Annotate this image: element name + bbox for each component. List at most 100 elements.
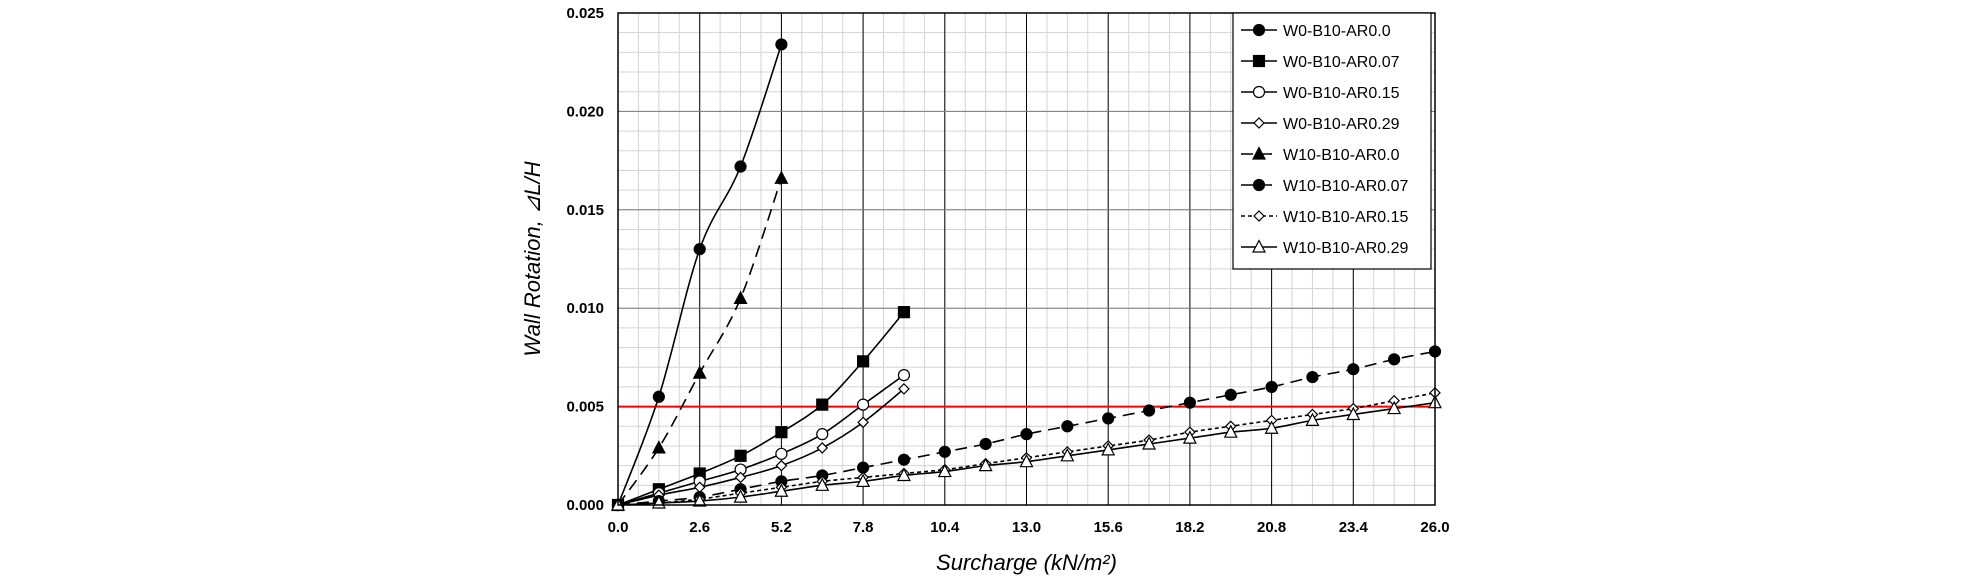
data-point <box>897 369 911 382</box>
legend-marker <box>1252 54 1266 68</box>
legend-marker <box>1253 117 1265 129</box>
series-W0-B10-AR0.15 <box>611 369 911 512</box>
data-point <box>775 447 788 460</box>
data-point <box>1346 406 1361 421</box>
legend-marker <box>1252 85 1266 99</box>
legend-label: W10-B10-AR0.15 <box>1283 209 1408 226</box>
data-point <box>1347 363 1360 376</box>
data-point <box>733 290 748 304</box>
x-tick-label: 2.6 <box>689 519 710 536</box>
legend-entry: W0-B10-AR0.15 <box>1241 85 1400 102</box>
data-point <box>734 449 747 462</box>
y-tick-label: 0.025 <box>566 5 604 22</box>
data-point <box>692 365 707 379</box>
y-tick-label: 0.010 <box>566 300 604 317</box>
data-point <box>937 463 952 478</box>
data-point <box>1142 404 1156 417</box>
data-point <box>1264 420 1279 434</box>
data-point <box>774 483 789 497</box>
x-tick-label: 0.0 <box>608 519 629 536</box>
data-point <box>896 467 911 482</box>
legend-label: W10-B10-AR0.29 <box>1283 240 1408 257</box>
data-point <box>1102 412 1115 425</box>
x-tick-label: 10.4 <box>930 519 960 536</box>
data-point <box>775 426 788 439</box>
x-tick-label: 7.8 <box>853 519 874 536</box>
data-point <box>856 473 871 487</box>
data-point <box>856 355 870 368</box>
x-tick-label: 13.0 <box>1012 519 1041 536</box>
data-point <box>816 398 829 411</box>
legend-entry: W10-B10-AR0.07 <box>1241 178 1408 195</box>
legend-label: W0-B10-AR0.0 <box>1283 23 1391 40</box>
x-tick-label: 26.0 <box>1420 519 1449 536</box>
legend-entry: W10-B10-AR0.0 <box>1241 146 1400 164</box>
x-tick-label: 5.2 <box>771 519 792 536</box>
data-point <box>693 243 706 256</box>
data-point <box>978 457 993 472</box>
data-point <box>816 428 829 441</box>
legend-label: W0-B10-AR0.07 <box>1283 54 1400 71</box>
data-point <box>816 442 829 454</box>
legend-marker <box>1252 239 1266 253</box>
data-point <box>1060 448 1075 462</box>
data-point <box>734 160 747 173</box>
x-tick-label: 23.4 <box>1339 519 1369 536</box>
legend-label: W0-B10-AR0.29 <box>1283 116 1400 133</box>
y-tick-label: 0.000 <box>566 497 604 514</box>
x-tick-label: 20.8 <box>1257 519 1286 536</box>
data-point <box>856 398 870 411</box>
legend-marker <box>1253 210 1265 222</box>
data-point <box>734 471 747 484</box>
data-point <box>775 459 788 472</box>
series-line <box>617 350 1436 506</box>
data-point <box>692 493 707 507</box>
data-point <box>1388 353 1401 366</box>
x-axis-title: Surcharge (kN/m²) <box>936 550 1117 575</box>
series-group <box>611 38 1442 512</box>
legend-entry: W10-B10-AR0.29 <box>1241 239 1408 257</box>
legend-entry: W0-B10-AR0.29 <box>1241 116 1400 133</box>
series-W10-B10-AR0.29 <box>611 394 1442 511</box>
y-tick-label: 0.015 <box>566 202 604 219</box>
y-axis-title: Wall Rotation, ⊿L/H <box>520 161 545 356</box>
plot-frame <box>617 12 1436 506</box>
legend-label: W10-B10-AR0.0 <box>1283 147 1400 164</box>
data-point <box>775 38 788 51</box>
x-tick-label: 15.6 <box>1094 519 1123 536</box>
legend-entry: W0-B10-AR0.07 <box>1241 54 1400 71</box>
data-point <box>1142 436 1157 450</box>
data-point <box>1061 420 1074 433</box>
y-axis-ticks: 0.000 0.005 0.010 0.015 0.020 0.025 <box>566 5 604 514</box>
data-point <box>1182 430 1197 444</box>
data-point <box>938 445 951 458</box>
data-point <box>1223 424 1238 438</box>
data-point <box>815 477 830 491</box>
y-tick-label: 0.020 <box>566 103 604 120</box>
data-point <box>1183 396 1197 409</box>
legend-box <box>1232 12 1432 270</box>
data-point <box>1265 380 1278 394</box>
legend-marker <box>1252 23 1266 37</box>
data-point <box>1019 453 1034 468</box>
data-point <box>856 461 870 474</box>
data-point <box>1101 442 1116 456</box>
data-point <box>1305 412 1320 426</box>
data-point <box>857 416 869 429</box>
legend-marker <box>1252 178 1266 192</box>
data-point <box>1224 388 1237 401</box>
data-point <box>1306 370 1319 384</box>
data-point <box>897 306 911 319</box>
legend-label: W10-B10-AR0.07 <box>1283 178 1408 195</box>
data-point <box>774 170 789 184</box>
data-point <box>1020 428 1033 441</box>
y-tick-label: 0.005 <box>566 399 604 416</box>
legend-entry: W10-B10-AR0.15 <box>1241 209 1408 226</box>
data-point <box>652 390 665 403</box>
x-axis-ticks: 0.0 2.6 5.2 7.8 10.4 13.0 15.6 18.2 20.8 23.4 26.0 <box>608 519 1450 536</box>
legend-marker <box>1252 146 1266 160</box>
data-point <box>897 453 911 466</box>
data-point <box>651 440 666 454</box>
